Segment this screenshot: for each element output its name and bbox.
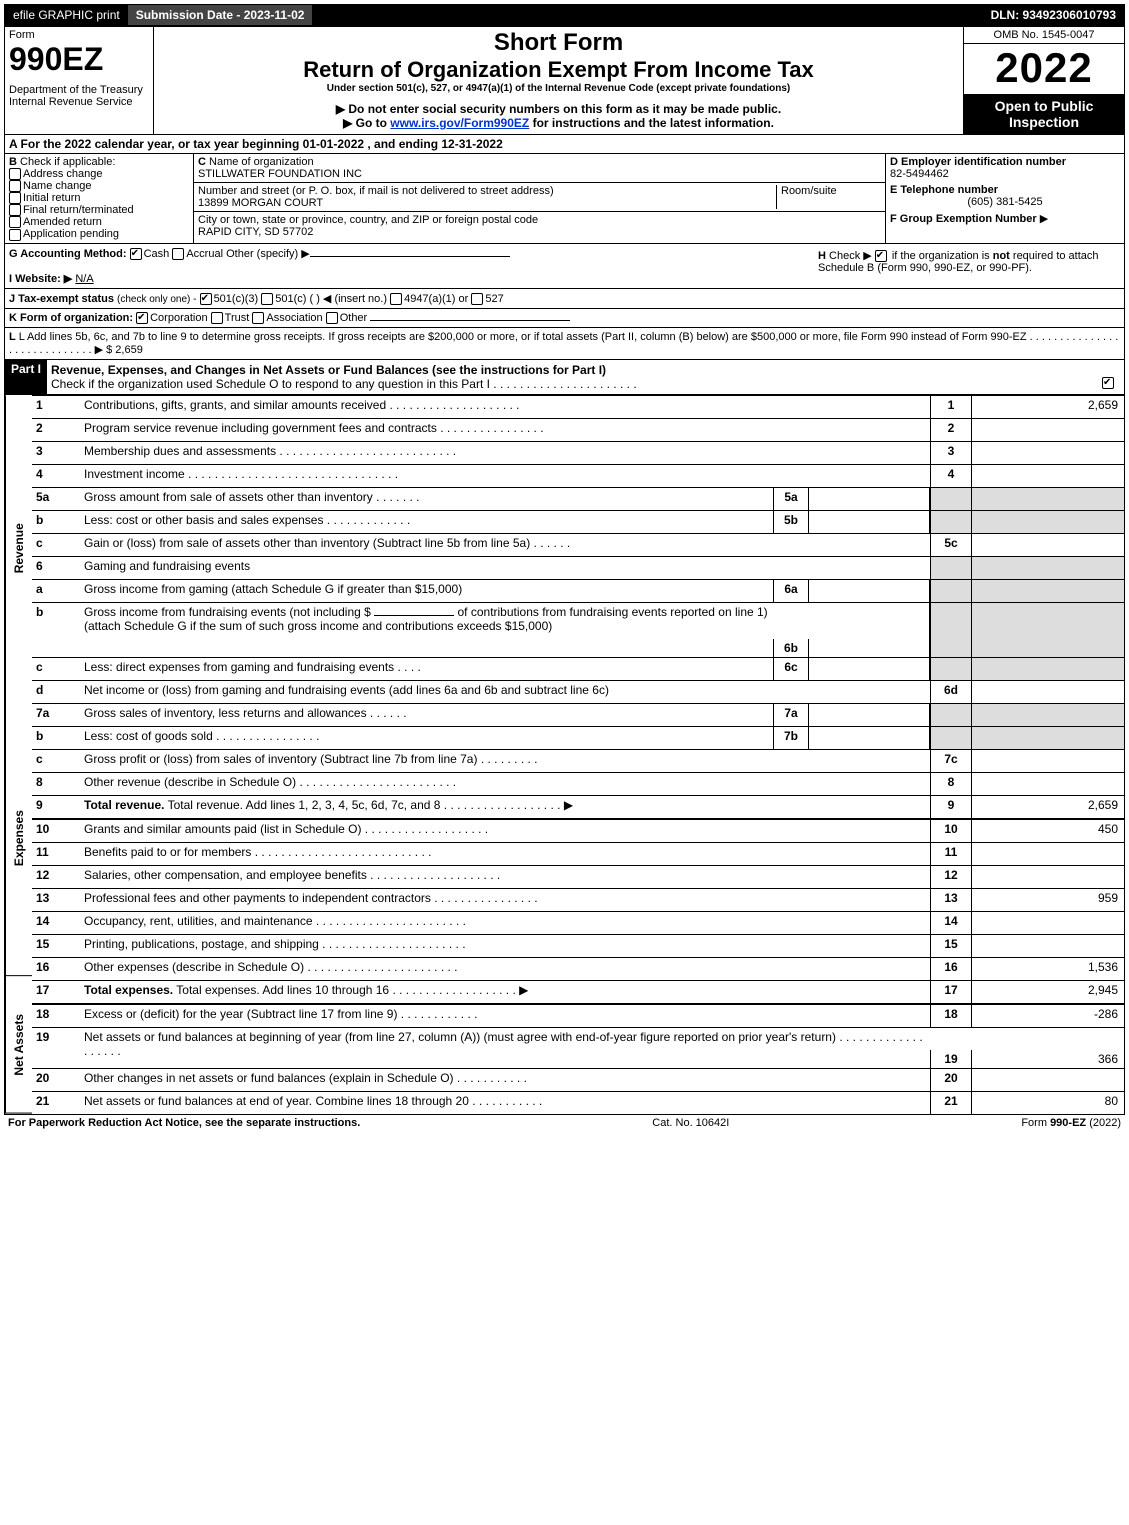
part-1-title: Revenue, Expenses, and Changes in Net As… [51,363,606,377]
chk-application-pending[interactable]: Application pending [23,228,119,240]
part-1-header: Part I Revenue, Expenses, and Changes in… [5,360,1124,395]
form-number: 990EZ [9,41,149,78]
form-990ez: Form 990EZ Department of the Treasury In… [4,26,1125,1115]
header-mid: Short Form Return of Organization Exempt… [154,27,963,134]
row-k: K Form of organization: Corporation Trus… [5,309,1124,328]
submission-date: Submission Date - 2023-11-02 [128,5,313,25]
chk-501c[interactable] [261,293,273,305]
chk-assoc[interactable] [252,312,264,324]
line-13-value: 959 [971,889,1124,911]
tax-year: 2022 [964,44,1124,92]
chk-501c3[interactable] [200,293,212,305]
ein: 82-5494462 [890,168,1120,180]
chk-schedule-o[interactable] [1102,377,1114,389]
line-16-value: 1,536 [971,958,1124,980]
side-net-assets: Net Assets [5,976,32,1114]
line-3-value [971,442,1124,464]
col-c: C Name of organization STILLWATER FOUNDA… [194,154,886,243]
efile-label: efile GRAPHIC print [5,5,128,25]
irs-label: Internal Revenue Service [9,96,149,108]
dln: DLN: 93492306010793 [983,5,1124,25]
line-9-value: 2,659 [971,796,1124,818]
chk-schedule-b[interactable] [875,250,887,262]
chk-4947[interactable] [390,293,402,305]
form-label: Form [9,29,149,41]
city: RAPID CITY, SD 57702 [198,226,313,238]
chk-trust[interactable] [211,312,223,324]
room-suite-label: Room/suite [781,185,837,197]
part-1-badge: Part I [5,360,47,394]
chk-final-return[interactable]: Final return/terminated [23,204,134,216]
irs-link[interactable]: www.irs.gov/Form990EZ [390,116,529,130]
col-d: D Employer identification number 82-5494… [886,154,1124,243]
dept-treasury: Department of the Treasury [9,84,149,96]
ein-label: D Employer identification number [890,156,1120,168]
header-block: Form 990EZ Department of the Treasury In… [5,27,1124,135]
title-return: Return of Organization Exempt From Incom… [160,57,957,83]
line-2-value [971,419,1124,441]
note-ssn: ▶ Do not enter social security numbers o… [160,102,957,116]
open-to-public-badge: Open to Public Inspection [964,94,1124,134]
header-right: OMB No. 1545-0047 2022 Open to Public In… [963,27,1124,134]
chk-amended-return[interactable]: Amended return [23,216,102,228]
footer: For Paperwork Reduction Act Notice, see … [4,1115,1125,1131]
revenue-expenses-table: Revenue Expenses Net Assets 1Contributio… [5,395,1124,1114]
line-21-value: 80 [971,1092,1124,1114]
chk-corp[interactable] [136,312,148,324]
footer-right: Form 990-EZ (2022) [1021,1117,1121,1129]
gross-receipts: 2,659 [115,344,143,356]
line-18-value: -286 [971,1005,1124,1027]
col-b: B Check if applicable: Address change Na… [5,154,194,243]
chk-cash[interactable] [130,248,142,260]
phone: (605) 381-5425 [890,196,1120,208]
side-revenue: Revenue [5,395,32,702]
top-bar: efile GRAPHIC print Submission Date - 20… [4,4,1125,26]
block-b-c-d: B Check if applicable: Address change Na… [5,154,1124,244]
street: 13899 MORGAN COURT [198,197,323,209]
line-19-value: 366 [971,1050,1124,1068]
row-j: J Tax-exempt status (check only one) - 5… [5,289,1124,309]
group-exemption-label: F Group Exemption Number [890,213,1037,225]
line-1-value: 2,659 [971,396,1124,418]
omb: OMB No. 1545-0047 [964,27,1124,44]
chk-other-org[interactable] [326,312,338,324]
phone-label: E Telephone number [890,184,1120,196]
header-left: Form 990EZ Department of the Treasury In… [5,27,154,134]
footer-left: For Paperwork Reduction Act Notice, see … [8,1117,360,1129]
title-short-form: Short Form [160,29,957,57]
website: N/A [75,273,93,285]
line-10-value: 450 [971,820,1124,842]
section-a: A For the 2022 calendar year, or tax yea… [5,135,1124,154]
line-17-value: 2,945 [971,981,1124,1003]
chk-527[interactable] [471,293,483,305]
org-name: STILLWATER FOUNDATION INC [198,168,362,180]
chk-accrual[interactable] [172,248,184,260]
side-expenses: Expenses [5,702,32,976]
chk-name-change[interactable]: Name change [23,180,92,192]
footer-cat: Cat. No. 10642I [652,1117,729,1129]
chk-address-change[interactable]: Address change [23,168,103,180]
chk-initial-return[interactable]: Initial return [23,192,80,204]
note-goto: ▶ Go to www.irs.gov/Form990EZ for instru… [160,116,957,130]
row-g-h: G Accounting Method: Cash Accrual Other … [5,244,1124,289]
subtitle: Under section 501(c), 527, or 4947(a)(1)… [160,83,957,94]
row-l: L L Add lines 5b, 6c, and 7b to line 9 t… [5,328,1124,360]
line-4-value [971,465,1124,487]
